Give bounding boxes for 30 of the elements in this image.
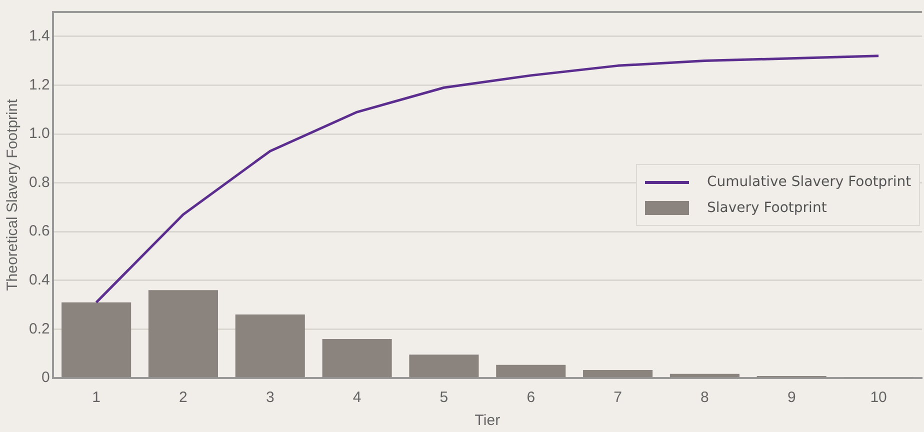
x-tick-label: 9 bbox=[787, 389, 796, 406]
x-tick-label: 2 bbox=[179, 389, 188, 406]
y-tick-label: 0.4 bbox=[28, 272, 50, 289]
bar bbox=[62, 302, 132, 378]
x-tick-label: 5 bbox=[440, 389, 448, 406]
y-tick-label: 1.0 bbox=[28, 125, 50, 142]
y-tick-label: 1.4 bbox=[28, 28, 50, 45]
bar bbox=[670, 374, 740, 378]
y-tick-label: 1.2 bbox=[28, 76, 50, 94]
legend-label: Slavery Footprint bbox=[707, 200, 827, 216]
bar bbox=[409, 354, 479, 378]
bar bbox=[583, 370, 653, 378]
x-tick-label: 7 bbox=[614, 389, 622, 406]
x-tick-label: 1 bbox=[92, 389, 100, 406]
bar bbox=[148, 290, 218, 378]
x-tick-label: 4 bbox=[352, 389, 362, 406]
x-tick-label: 8 bbox=[700, 389, 709, 406]
x-axis-title: Tier bbox=[474, 412, 500, 430]
y-tick-label: 0.2 bbox=[28, 320, 50, 338]
y-tick-label: 0 bbox=[42, 369, 50, 386]
bar bbox=[322, 338, 392, 378]
x-tick-label: 10 bbox=[870, 389, 887, 406]
bar bbox=[496, 364, 566, 378]
legend-label: Cumulative Slavery Footprint bbox=[707, 174, 912, 190]
y-tick-label: 0.6 bbox=[28, 222, 50, 240]
y-axis-title: Theoretical Slavery Footprint bbox=[4, 98, 22, 291]
x-tick-label: 6 bbox=[526, 389, 536, 406]
bar bbox=[235, 314, 305, 378]
y-tick-label: 0.8 bbox=[28, 174, 50, 191]
x-tick-label: 3 bbox=[266, 389, 274, 406]
